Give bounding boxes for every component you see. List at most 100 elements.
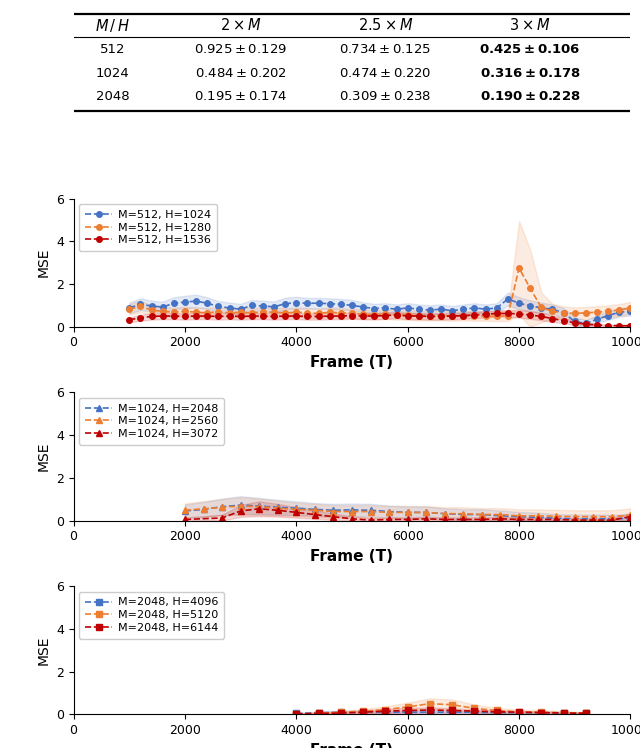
M=1024, H=2560 [237,501,244,510]
M=1024, H=2560 [515,512,523,521]
M=1024, H=2560 [422,508,430,517]
M=1024, H=2560 [460,509,467,518]
M=512, H=1024 [582,319,589,328]
Text: $0.309 \pm 0.238$: $0.309 \pm 0.238$ [339,91,431,103]
M=2048, H=4096 [470,708,478,717]
M=512, H=1024 [616,307,623,316]
M=512, H=1536 [315,312,323,321]
M=512, H=1536 [538,312,545,321]
M=1024, H=2048 [404,508,412,517]
M=512, H=1024 [204,298,211,307]
M=512, H=1280 [538,303,545,312]
Text: $0.925 \pm 0.129$: $0.925 \pm 0.129$ [195,43,287,56]
M=1024, H=2048 [348,506,356,515]
M=512, H=1536 [560,316,568,325]
M=1024, H=3072 [608,515,616,524]
Y-axis label: MSE: MSE [36,248,51,278]
X-axis label: Frame (T): Frame (T) [310,549,394,564]
M=512, H=1024 [627,307,634,316]
M=512, H=1536 [181,312,189,321]
M=512, H=1024 [192,297,200,306]
M=512, H=1280 [326,307,333,316]
M=512, H=1024 [593,315,601,324]
M=1024, H=2048 [255,501,263,510]
M=512, H=1280 [571,309,579,318]
M=512, H=1536 [136,313,144,322]
M=1024, H=2560 [478,510,486,519]
M=1024, H=2048 [311,505,319,514]
M=512, H=1024 [604,311,612,320]
M=512, H=1280 [270,307,278,316]
M=512, H=1536 [326,311,333,320]
M=1024, H=2560 [571,512,579,521]
M=512, H=1536 [571,319,579,328]
M=1024, H=2048 [200,505,207,514]
M=512, H=1024 [282,299,289,308]
M=512, H=1024 [359,303,367,312]
M=512, H=1024 [292,298,300,307]
Text: $2\times M$: $2\times M$ [220,17,261,34]
M=512, H=1536 [204,311,211,320]
Y-axis label: MSE: MSE [36,442,51,471]
M=1024, H=2048 [441,509,449,518]
M=512, H=1280 [181,307,189,316]
M=2048, H=5120 [381,705,389,714]
M=1024, H=2560 [404,508,412,517]
M=512, H=1536 [282,311,289,320]
M=1024, H=3072 [218,513,226,522]
M=512, H=1280 [616,306,623,315]
M=512, H=1536 [415,311,422,320]
Legend: M=2048, H=4096, M=2048, H=5120, M=2048, H=6144: M=2048, H=4096, M=2048, H=5120, M=2048, … [79,592,224,639]
M=2048, H=4096 [292,709,300,718]
M=2048, H=5120 [515,708,523,717]
M=1024, H=3072 [422,515,430,524]
M=512, H=1024 [270,302,278,311]
M=1024, H=2048 [292,503,300,512]
Line: M=1024, H=2560: M=1024, H=2560 [182,503,633,519]
M=1024, H=3072 [478,515,486,524]
M=1024, H=2560 [552,512,560,521]
M=512, H=1024 [449,306,456,315]
Line: M=512, H=1536: M=512, H=1536 [127,310,633,328]
M=512, H=1024 [526,301,534,310]
M=1024, H=2560 [441,509,449,518]
M=2048, H=4096 [493,708,500,717]
M=2048, H=6144 [560,708,568,717]
M=2048, H=6144 [404,706,412,715]
Y-axis label: MSE: MSE [36,636,51,665]
M=512, H=1280 [593,307,601,316]
M=512, H=1536 [627,322,634,331]
Text: 512: 512 [100,43,125,56]
M=1024, H=3072 [515,515,523,524]
Text: $0.734 \pm 0.125$: $0.734 \pm 0.125$ [339,43,431,56]
M=512, H=1536 [237,312,244,321]
M=1024, H=2048 [589,515,597,524]
M=2048, H=6144 [315,709,323,718]
M=512, H=1280 [214,307,222,316]
M=2048, H=6144 [470,707,478,716]
M=512, H=1280 [437,311,445,320]
M=1024, H=2560 [311,506,319,515]
M=2048, H=4096 [426,708,434,717]
M=1024, H=3072 [404,515,412,524]
M=512, H=1536 [582,319,589,328]
M=1024, H=2560 [274,503,282,512]
M=2048, H=4096 [359,708,367,717]
M=2048, H=4096 [404,708,412,717]
M=512, H=1536 [482,310,490,319]
M=512, H=1024 [381,304,389,313]
M=1024, H=3072 [589,515,597,524]
M=512, H=1536 [548,314,556,323]
Line: M=512, H=1024: M=512, H=1024 [127,296,633,326]
X-axis label: Frame (T): Frame (T) [310,355,394,370]
M=512, H=1536 [393,310,401,319]
M=512, H=1280 [148,306,156,315]
M=512, H=1280 [204,308,211,317]
M=1024, H=3072 [348,515,356,524]
M=512, H=1024 [504,295,512,304]
Line: M=1024, H=3072: M=1024, H=3072 [182,506,633,523]
M=512, H=1024 [560,308,568,317]
M=1024, H=3072 [330,512,337,521]
M=2048, H=4096 [381,708,389,717]
M=512, H=1280 [493,312,500,321]
